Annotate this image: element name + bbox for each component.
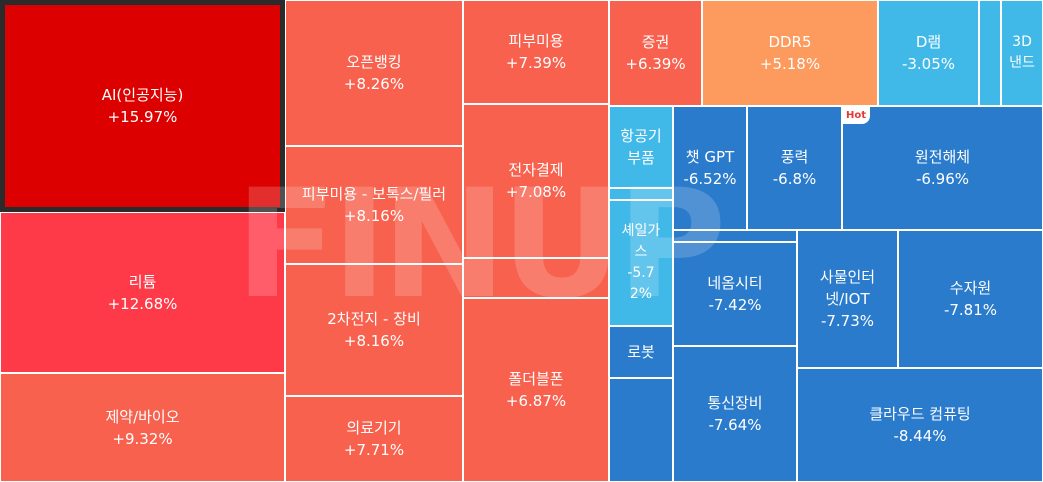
tile-change: +7.08% bbox=[505, 183, 567, 201]
tile-water-resources[interactable]: 수자원 -7.81% bbox=[898, 230, 1043, 368]
tile-name: 오픈뱅킹 bbox=[346, 53, 402, 71]
tile-medical-devices[interactable]: 의료기기 +7.71% bbox=[285, 396, 463, 482]
tile-name: 의료기기 bbox=[346, 419, 402, 437]
tile-change: -7.81% bbox=[943, 301, 998, 319]
tile-name: 2차전지 - 장비 bbox=[327, 310, 421, 328]
tile-sub-block[interactable] bbox=[463, 258, 609, 298]
tile-secondary-battery-equipment[interactable]: 2차전지 - 장비 +8.16% bbox=[285, 264, 463, 396]
tile-small-blue[interactable] bbox=[979, 0, 1001, 106]
tile-name: 풍력 bbox=[780, 148, 809, 166]
tile-telecom-equipment[interactable]: 통신장비 -7.64% bbox=[673, 346, 797, 482]
tile-3d-nand[interactable]: 3D 낸드 bbox=[1001, 0, 1043, 106]
tile-name: 전자결제 bbox=[508, 161, 564, 179]
tile-name: 증권 bbox=[641, 33, 670, 51]
tile-change: +8.16% bbox=[343, 207, 405, 225]
tile-name: 항공기 부품 bbox=[620, 127, 662, 167]
tile-name: 제약/바이오 bbox=[105, 407, 180, 426]
hot-badge: Hot bbox=[842, 107, 870, 124]
tile-foldable-phone[interactable]: 폴더블폰 +6.87% bbox=[463, 298, 609, 482]
tile-open-banking[interactable]: 오픈뱅킹 +8.26% bbox=[285, 0, 463, 146]
tile-name: 원전해체 bbox=[914, 148, 971, 166]
tile-name: 로봇 bbox=[627, 343, 655, 361]
tile-aircraft-parts[interactable]: 항공기 부품 bbox=[609, 106, 673, 188]
tile-change: +12.68% bbox=[107, 294, 178, 313]
tile-wind-power[interactable]: 풍력 -6.8% bbox=[747, 106, 842, 230]
tile-change: +9.32% bbox=[112, 429, 173, 448]
tile-change: -6.96% bbox=[915, 170, 970, 188]
tile-blue-strip[interactable] bbox=[673, 230, 797, 242]
tile-nuclear-decommissioning[interactable]: 원전해체 -6.96% bbox=[842, 106, 1043, 230]
tile-pharma-bio[interactable]: 제약/바이오 +9.32% bbox=[0, 373, 285, 482]
tile-name: DDR5 bbox=[768, 33, 812, 51]
tile-name: D램 bbox=[915, 33, 942, 51]
tile-name: 수자원 bbox=[949, 279, 992, 297]
tile-robot[interactable]: 로봇 bbox=[609, 326, 673, 378]
tile-change: -7.73% bbox=[820, 312, 875, 330]
tile-name: 사물인터넷/IOT bbox=[819, 268, 876, 308]
tile-change: +8.16% bbox=[343, 332, 405, 350]
tile-change: -5.72% bbox=[627, 265, 655, 302]
tile-dram[interactable]: D램 -3.05% bbox=[878, 0, 979, 106]
tile-shale-gas[interactable]: 셰일가스 -5.72% bbox=[609, 200, 673, 326]
tile-neom-city[interactable]: 네옴시티 -7.42% bbox=[673, 242, 797, 346]
tile-change: +7.39% bbox=[505, 54, 567, 72]
tile-change: -7.64% bbox=[708, 416, 762, 434]
tile-name: 챗 GPT bbox=[685, 148, 735, 166]
tile-e-payment[interactable]: 전자결제 +7.08% bbox=[463, 104, 609, 258]
tile-change: +6.39% bbox=[625, 55, 686, 73]
tile-name: 셰일가스 bbox=[621, 223, 661, 260]
tile-change: +5.18% bbox=[759, 55, 821, 73]
tile-name: 3D 낸드 bbox=[1009, 34, 1035, 71]
tile-name: 리튬 bbox=[128, 272, 157, 291]
tile-change: +15.97% bbox=[107, 108, 178, 126]
tile-lithium[interactable]: 리튬 +12.68% bbox=[0, 212, 285, 373]
tile-change: +8.26% bbox=[343, 75, 405, 93]
tile-change: -7.42% bbox=[708, 296, 762, 314]
tile-chat-gpt[interactable]: 챗 GPT -6.52% bbox=[673, 106, 747, 230]
tile-name: 네옴시티 bbox=[707, 274, 763, 292]
tile-name: 피부미용 bbox=[508, 32, 564, 50]
tile-change: +7.71% bbox=[343, 441, 405, 459]
tile-name: 피부미용 - 보톡스/필러 bbox=[301, 185, 447, 203]
tile-blue-bottom[interactable] bbox=[609, 378, 673, 482]
tile-ai[interactable]: AI(인공지능) +15.97% bbox=[0, 0, 285, 212]
tile-name: 폴더블폰 bbox=[508, 370, 564, 388]
tile-skincare[interactable]: 피부미용 +7.39% bbox=[463, 0, 609, 104]
tile-change: +6.87% bbox=[505, 392, 567, 410]
tile-change: -6.52% bbox=[683, 170, 737, 188]
tile-securities[interactable]: 증권 +6.39% bbox=[609, 0, 702, 106]
tile-change: -6.8% bbox=[772, 170, 817, 188]
tile-ddr5[interactable]: DDR5 +5.18% bbox=[702, 0, 878, 106]
tile-light-blue-thin[interactable] bbox=[609, 188, 673, 200]
tile-name: 클라우드 컴퓨팅 bbox=[869, 405, 971, 423]
tile-name: AI(인공지능) bbox=[101, 86, 184, 104]
tile-change: -3.05% bbox=[901, 55, 956, 73]
tile-name: 통신장비 bbox=[707, 394, 763, 412]
tile-cloud-computing[interactable]: 클라우드 컴퓨팅 -8.44% bbox=[797, 368, 1043, 482]
tile-change: -8.44% bbox=[893, 427, 947, 445]
tile-iot[interactable]: 사물인터넷/IOT -7.73% bbox=[797, 230, 898, 368]
tile-skincare-botox-filler[interactable]: 피부미용 - 보톡스/필러 +8.16% bbox=[285, 146, 463, 264]
